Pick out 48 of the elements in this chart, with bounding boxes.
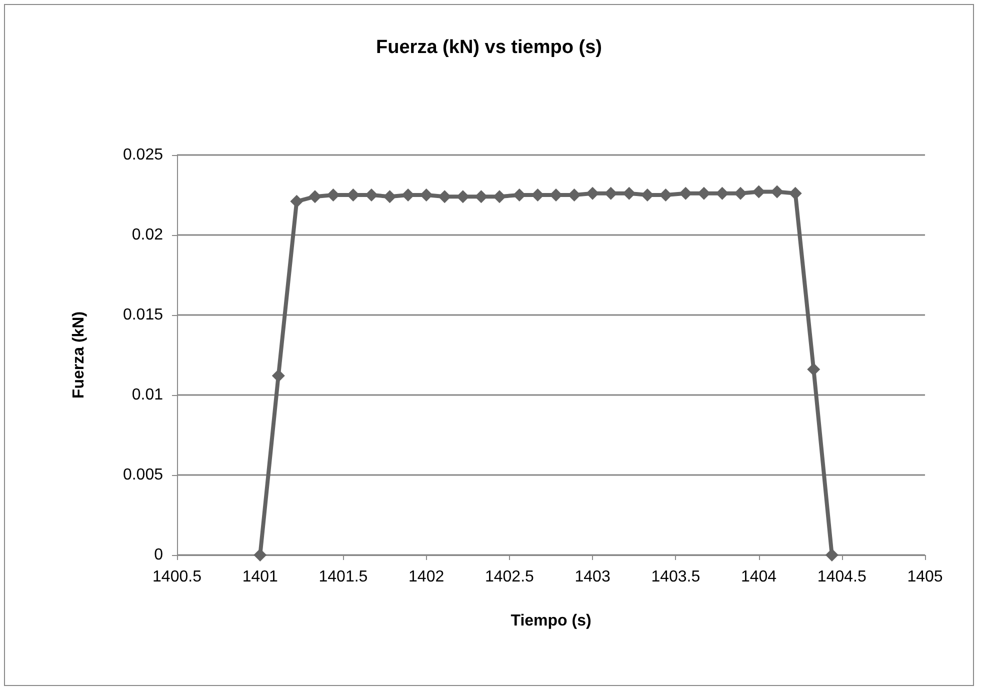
x-tick-label: 1405 (907, 568, 943, 586)
y-tick-label: 0.025 (122, 146, 164, 164)
x-tick-label: 1401.5 (318, 568, 368, 586)
x-tick-label: 1402.5 (484, 568, 534, 586)
x-tick-label: 1403 (574, 568, 610, 586)
point (716, 186, 729, 200)
point (456, 190, 470, 204)
x-tick-label: 1402 (408, 568, 444, 586)
point (290, 194, 304, 208)
point (679, 186, 692, 200)
point (640, 188, 654, 202)
x-tick-label: 1401 (242, 568, 278, 586)
y-tick-label: 0.005 (122, 466, 164, 484)
x-axis-title: Tiempo (s) (510, 612, 592, 630)
point (308, 190, 322, 204)
point (622, 186, 636, 200)
point (586, 186, 600, 200)
point (697, 186, 710, 200)
point (326, 188, 340, 202)
x-tick-label: 1400.5 (152, 568, 202, 586)
chart-title: Fuerza (kN) vs tiempo (s) (376, 37, 602, 58)
y-tick-label: 0 (154, 546, 164, 564)
y-tick-label: 0.01 (132, 386, 164, 404)
x-tick-label: 1403.5 (651, 568, 700, 586)
point (272, 369, 285, 382)
point (474, 190, 488, 204)
x-tick-label: 1404.5 (817, 568, 866, 586)
y-tick-label: 0.015 (122, 306, 164, 324)
y-axis-title: Fuerza (kN) (70, 311, 88, 399)
point (659, 188, 672, 202)
point (438, 190, 452, 204)
point (825, 548, 838, 562)
point (734, 186, 747, 200)
point (383, 190, 396, 204)
x-tick-label: 1404 (740, 568, 777, 586)
point (770, 185, 784, 198)
point (604, 186, 618, 200)
point (788, 186, 802, 200)
point (531, 188, 544, 202)
point (568, 188, 581, 202)
y-tick-label: 0.02 (132, 226, 164, 244)
point (420, 188, 433, 202)
point (807, 362, 820, 376)
point (254, 548, 267, 562)
point (752, 185, 766, 198)
point (346, 188, 360, 202)
point (512, 188, 526, 202)
point (492, 190, 506, 204)
